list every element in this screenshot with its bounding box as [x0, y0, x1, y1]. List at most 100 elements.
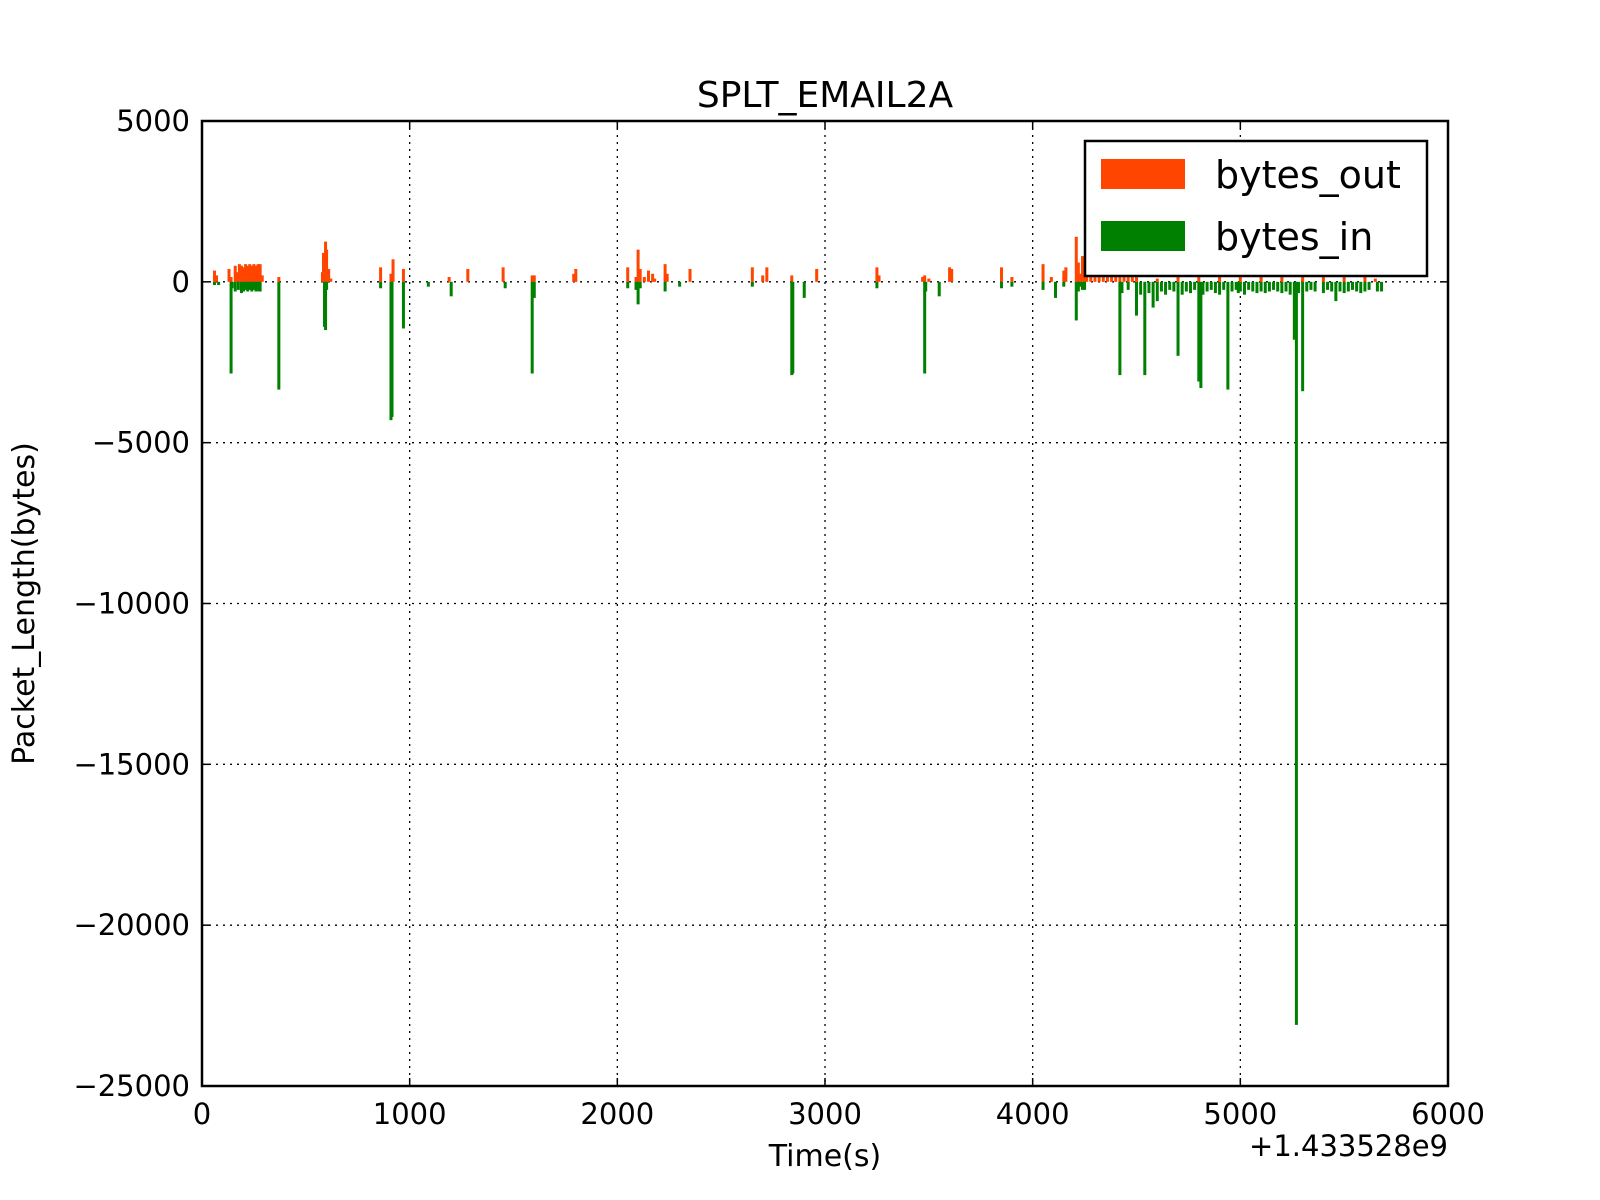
bytes-in-bar — [1222, 281, 1226, 290]
y-tick-label: −25000 — [73, 1069, 190, 1103]
bytes-in-bar — [750, 281, 754, 287]
bytes-out-bar — [391, 259, 395, 282]
bytes-out-bar — [1076, 262, 1080, 282]
legend-swatch-bytes-out — [1101, 159, 1185, 189]
bytes-out-bar — [1155, 278, 1159, 282]
x-axis-title: Time(s) — [768, 1139, 881, 1174]
bytes-in-bar — [1010, 281, 1014, 287]
bytes-in-bar — [1284, 281, 1288, 292]
y-tick-label: −5000 — [92, 426, 190, 460]
bytes-in-bar — [626, 281, 630, 289]
bytes-in-bar — [1236, 281, 1240, 294]
bytes-out-bar — [227, 268, 231, 282]
bytes-in-bar — [254, 281, 258, 292]
bytes-in-bar — [258, 281, 262, 292]
bytes-out-bar — [242, 267, 246, 282]
bytes-out-bar — [277, 277, 281, 282]
grid-layer — [202, 121, 1448, 1086]
bytes-in-bar — [325, 281, 329, 290]
bytes-in-bar — [1321, 281, 1325, 294]
bytes-in-bar — [1330, 281, 1334, 292]
bytes-in-bar — [1201, 281, 1205, 295]
y-axis-title: Packet_Length(bytes) — [7, 442, 42, 765]
bytes-out-bar — [501, 267, 505, 282]
bytes-out-bar — [1238, 277, 1242, 282]
bytes-in-bar — [1346, 281, 1350, 292]
legend: bytes_out bytes_in — [1083, 139, 1429, 278]
bytes-in-bar — [1338, 281, 1342, 292]
bytes-out-bar — [215, 275, 219, 282]
bytes-in-bar — [1143, 281, 1147, 376]
bytes-in-bar — [426, 281, 430, 287]
bytes-out-bar — [572, 273, 576, 282]
bytes-in-bar — [1213, 281, 1217, 294]
bytes-in-bar — [250, 281, 254, 292]
bytes-in-bar — [1263, 281, 1267, 294]
bytes-in-bar — [1280, 281, 1284, 294]
bytes-out-bar — [634, 277, 638, 282]
bytes-in-bar — [217, 281, 221, 286]
bytes-in-bar — [1301, 281, 1305, 392]
bytes-in-bar — [1000, 281, 1004, 289]
x-tick-label: 2000 — [580, 1097, 654, 1131]
bytes-in-bar — [277, 281, 281, 390]
bytes-in-bar — [1226, 281, 1230, 390]
bytes-in-bar — [1209, 281, 1213, 290]
bytes-in-bar — [1334, 281, 1338, 302]
bytes-in-bar — [1218, 281, 1222, 295]
bytes-in-bar — [1147, 281, 1151, 294]
bytes-in-bar — [1076, 281, 1080, 292]
bytes-in-bar — [1078, 281, 1082, 287]
x-tick-label: 4000 — [996, 1097, 1070, 1131]
bytes-in-bar — [1309, 281, 1313, 290]
x-axis-offset-label: +1.433528e9 — [1249, 1129, 1448, 1163]
bytes-in-bar — [1188, 281, 1192, 294]
bytes-out-bar — [653, 278, 657, 282]
bytes-in-bar — [1081, 281, 1085, 290]
bytes-out-bar — [1259, 275, 1263, 282]
bytes-in-bar — [252, 281, 256, 290]
bytes-out-bar — [229, 277, 233, 282]
bytes-out-bar — [638, 268, 642, 282]
bytes-in-bar — [1062, 281, 1066, 287]
bytes-in-bar — [212, 281, 216, 286]
bytes-out-bar — [750, 267, 754, 282]
bytes-in-bar — [1294, 281, 1298, 1025]
bytes-in-bar — [1164, 281, 1168, 295]
bytes-in-bar — [242, 281, 246, 292]
bytes-in-bar — [638, 281, 642, 289]
bytes-out-bar — [1130, 275, 1134, 282]
bytes-out-bar — [233, 265, 237, 282]
bytes-in-bar — [1155, 281, 1159, 302]
bytes-out-bar — [921, 277, 925, 282]
bytes-in-bar — [401, 281, 405, 329]
bytes-in-bar — [1292, 281, 1296, 340]
bytes-out-bar — [646, 270, 650, 282]
bytes-in-bar — [1355, 281, 1359, 292]
y-tick-label: 0 — [172, 265, 190, 299]
bytes-out-bar — [877, 275, 881, 282]
bytes-in-bar — [1296, 281, 1300, 294]
bytes-out-bar — [1122, 275, 1126, 282]
bytes-out-bar — [1176, 275, 1180, 282]
x-tick-label: 0 — [193, 1097, 211, 1131]
bytes-out-bar — [927, 278, 931, 282]
bytes-out-bar — [379, 267, 383, 282]
bytes-in-bar — [1118, 281, 1122, 376]
bytes-in-bar — [248, 281, 252, 290]
bytes-in-bar — [1199, 281, 1203, 388]
bytes-in-bar — [246, 281, 250, 292]
bytes-in-bar — [1197, 281, 1201, 382]
bytes-in-bar — [924, 281, 928, 292]
bytes-in-bar — [1205, 281, 1209, 292]
bytes-in-bar — [530, 281, 534, 374]
bytes-in-bar — [875, 281, 879, 289]
bytes-in-bar — [1380, 281, 1384, 292]
bytes-out-bar — [1010, 277, 1014, 282]
bytes-out-bar — [1321, 275, 1325, 282]
bytes-in-bar — [1126, 281, 1130, 290]
bytes-out-bar — [327, 268, 331, 282]
bytes-in-bar — [1234, 281, 1238, 290]
bytes-out-bar — [466, 268, 470, 282]
bytes-in-bar — [244, 281, 248, 290]
